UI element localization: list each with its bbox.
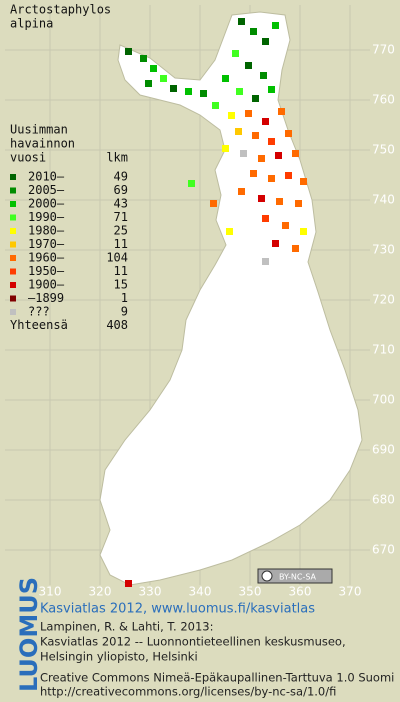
- y-tick-label: 680: [372, 493, 395, 507]
- x-tick-label: 320: [89, 585, 112, 599]
- axis-ticks: 310 320 330 340 350 360 370 670 680 690 700 710 720 7…: [39, 43, 395, 599]
- finland-outline: [99, 11, 363, 586]
- y-tick-label: 720: [372, 293, 395, 307]
- legend-label: 2005–: [28, 183, 65, 197]
- legend-count: 71: [114, 210, 128, 224]
- license-badge: BY-NC-SA: [257, 568, 333, 584]
- legend-swatch: [10, 187, 16, 194]
- map-cells: [125, 18, 307, 587]
- legend-heading: vuosi: [10, 151, 46, 165]
- legend-swatch: [10, 241, 16, 248]
- y-tick-label: 770: [372, 43, 395, 57]
- legend-total: 408: [106, 318, 128, 332]
- legend-heading: Uusimman: [10, 123, 68, 137]
- x-tick-label: 340: [189, 585, 212, 599]
- legend-swatch: [10, 201, 16, 207]
- legend-label: 1970–: [28, 237, 65, 251]
- y-tick-label: 690: [372, 443, 395, 457]
- credit-line: Kasviatlas 2012 -- Luonnontieteellinen k…: [40, 635, 346, 649]
- legend-swatch: [10, 174, 16, 180]
- legend-count: 1: [121, 291, 128, 305]
- legend-swatch: [10, 282, 16, 288]
- brand: LUOMUS: [15, 577, 43, 692]
- legend-count: 9: [121, 305, 128, 319]
- legend-label: ???: [28, 305, 50, 319]
- legend-label: 1960–: [28, 251, 65, 265]
- legend-label: 1980–: [28, 224, 65, 238]
- y-tick-label: 710: [372, 343, 395, 357]
- credit-line: Helsingin yliopisto, Helsinki: [40, 650, 198, 664]
- legend-count: 11: [114, 237, 128, 251]
- legend-label: 1900–: [28, 278, 65, 292]
- legend-heading: havainnon: [10, 137, 75, 151]
- legend-label: 2010–: [28, 170, 65, 184]
- y-tick-label: 730: [372, 243, 395, 257]
- license-badge-text: BY-NC-SA: [279, 573, 317, 582]
- title-line: alpina: [10, 17, 53, 31]
- legend-label: –1899: [28, 291, 64, 305]
- legend-label: 1950–: [28, 264, 65, 278]
- legend-total-label: Yhteensä: [10, 318, 68, 332]
- x-tick-label: 370: [339, 585, 362, 599]
- legend-swatch: [10, 228, 16, 234]
- legend-count: 15: [114, 278, 128, 292]
- x-tick-label: 350: [239, 585, 262, 599]
- legend-swatch: [10, 295, 16, 302]
- x-tick-label: 310: [39, 585, 62, 599]
- license-line: http://creativecommons.org/licenses/by-n…: [40, 685, 336, 699]
- legend-count: 104: [106, 251, 128, 265]
- y-tick-label: 670: [372, 543, 395, 557]
- title-line: Arctostaphylos: [10, 3, 111, 17]
- legend-label: 1990–: [28, 210, 65, 224]
- legend-count-heading: lkm: [106, 151, 128, 165]
- y-tick-label: 740: [372, 193, 395, 207]
- credits-link: Kasviatlas 2012, www.luomus.fi/kasviatla…: [40, 602, 315, 617]
- y-tick-label: 750: [372, 143, 395, 157]
- y-tick-label: 700: [372, 393, 395, 407]
- y-tick-label: 760: [372, 93, 395, 107]
- legend-count: 25: [114, 224, 128, 238]
- license-line: Creative Commons Nimeä-Epäkaupallinen-Ta…: [40, 671, 394, 685]
- legend-count: 43: [114, 197, 128, 211]
- legend-label: 2000–: [28, 197, 65, 211]
- legend-swatch: [10, 255, 16, 261]
- legend-swatch: [10, 214, 16, 221]
- legend-swatch: [10, 309, 16, 315]
- legend-count: 69: [114, 183, 128, 197]
- legend-count: 11: [114, 264, 128, 278]
- x-tick-label: 360: [289, 585, 312, 599]
- legend-swatch: [10, 268, 16, 275]
- x-tick-label: 330: [139, 585, 162, 599]
- credit-line: Lampinen, R. & Lahti, T. 2013:: [40, 620, 214, 634]
- legend-count: 49: [114, 170, 128, 184]
